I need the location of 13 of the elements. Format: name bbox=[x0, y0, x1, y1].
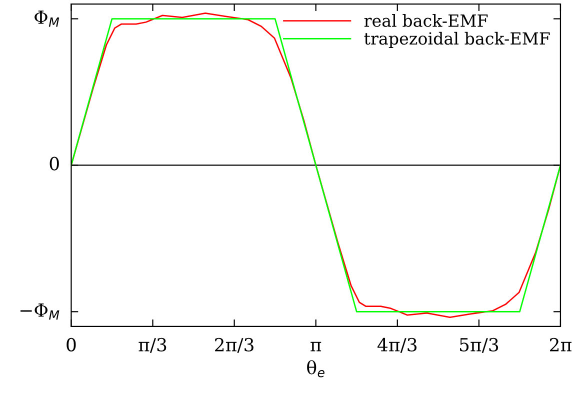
text: 0 bbox=[50, 156, 59, 170]
text: −Φ$_{M}$ bbox=[20, 303, 60, 320]
text: Φ$_{M}$ bbox=[34, 10, 60, 27]
x-tick-label: π/3 bbox=[138, 338, 166, 353]
legend-label: real back-EMF bbox=[364, 14, 488, 27]
x-tick-label: 5π/3 bbox=[460, 338, 498, 353]
legend-label: trapezoidal back-EMF bbox=[364, 32, 550, 48]
x-tick-label: 0 bbox=[66, 338, 76, 352]
x-tick-label: 4π/3 bbox=[377, 338, 417, 353]
x-tick-label: 2π bbox=[550, 338, 572, 352]
x-axis-title: θ$_{e}$ bbox=[307, 360, 324, 378]
x-tick-label: 2π/3 bbox=[215, 338, 254, 353]
x-tick-label: π bbox=[310, 342, 322, 352]
